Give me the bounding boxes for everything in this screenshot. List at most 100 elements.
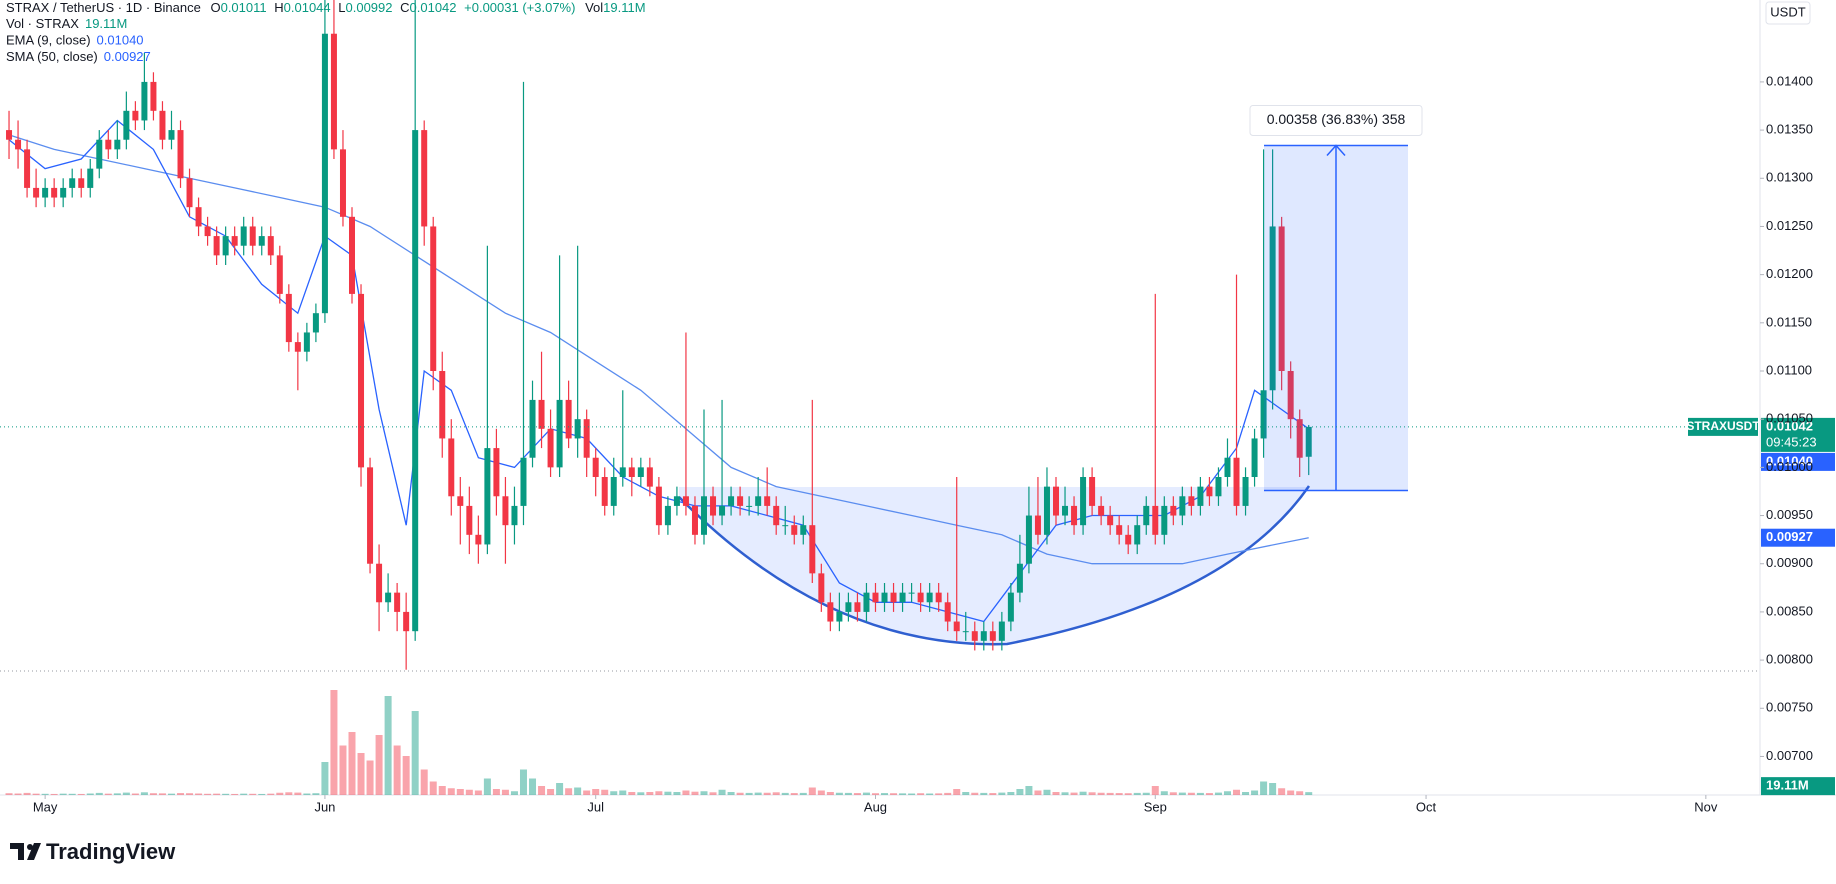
volume-bar xyxy=(420,769,428,795)
candle-body xyxy=(312,313,319,333)
volume-bar xyxy=(474,790,482,795)
candle-body xyxy=(186,178,193,208)
volume-bar xyxy=(1142,792,1150,795)
candle-body xyxy=(6,130,13,140)
volume-bar xyxy=(1025,786,1033,795)
candle-body xyxy=(755,496,762,506)
candle-body xyxy=(1215,477,1222,497)
volume-bar xyxy=(1115,793,1123,795)
candle-body xyxy=(222,236,229,256)
candle-body xyxy=(493,448,500,497)
volume-bar xyxy=(32,793,40,795)
candle-body xyxy=(258,236,265,246)
candle-body xyxy=(601,477,608,506)
candle-body xyxy=(908,592,915,594)
volume-bar xyxy=(862,792,870,795)
candle-body xyxy=(1134,525,1141,545)
volume-bar xyxy=(438,786,446,795)
candle-body xyxy=(1034,515,1041,535)
candle-body xyxy=(105,139,112,150)
volume-bar xyxy=(844,792,852,795)
ohlc-key: O xyxy=(210,0,220,15)
volume-bar xyxy=(790,793,798,795)
candle-body xyxy=(439,371,446,439)
volume-bar xyxy=(1061,792,1069,795)
volume-bar xyxy=(637,792,645,795)
volume-bar xyxy=(1251,790,1259,795)
candle-body xyxy=(87,168,94,188)
candle-body xyxy=(637,467,644,477)
x-tick-label: May xyxy=(33,799,58,814)
volume-bar xyxy=(59,793,67,795)
volume-bar xyxy=(1278,788,1286,795)
volume-bar xyxy=(736,792,744,795)
volume-bar xyxy=(258,793,266,795)
volume-bar xyxy=(167,793,175,795)
ohlc-key: C xyxy=(400,0,409,15)
candle-body xyxy=(1116,525,1123,535)
candle-body xyxy=(592,457,599,477)
cup-curve xyxy=(678,485,1311,646)
header: STRAX / TetherUS · 1D · Binance O0.01011… xyxy=(6,0,646,15)
volume-bar xyxy=(249,793,257,795)
volume-bar xyxy=(1169,792,1177,795)
volume-bar xyxy=(1070,792,1078,795)
candle-body xyxy=(1143,505,1150,526)
candle-body xyxy=(809,525,816,574)
volume-bar xyxy=(908,793,916,795)
candle-body xyxy=(150,81,157,111)
volume-bar xyxy=(610,791,618,795)
volume-bar xyxy=(456,789,464,795)
candle-body xyxy=(791,525,798,535)
last-price-tag-box xyxy=(1761,417,1835,452)
volume-bar xyxy=(1124,793,1132,795)
candle-body xyxy=(673,496,680,506)
volume-bar xyxy=(998,792,1006,795)
brand-icon xyxy=(10,843,41,860)
x-tick-label: Jun xyxy=(314,799,335,814)
volume-bar xyxy=(953,789,961,795)
volume-bar xyxy=(682,790,690,795)
volume-bar xyxy=(276,792,284,795)
countdown: 09:45:23 xyxy=(1766,434,1817,449)
volume-bar xyxy=(14,793,22,795)
volume-bar xyxy=(1052,792,1060,795)
candle-body xyxy=(321,33,328,314)
legend-name: Vol · STRAX xyxy=(6,16,79,31)
candle-body xyxy=(1260,390,1267,439)
volume-bar xyxy=(1007,792,1015,795)
volume-bar xyxy=(1296,791,1304,795)
candle-body xyxy=(556,399,563,468)
volume-bar xyxy=(465,789,473,795)
volume-bar xyxy=(980,792,988,795)
volume-bar xyxy=(186,793,194,795)
ohlc-value: 0.01042 xyxy=(410,0,457,15)
candle-body xyxy=(195,207,202,227)
volume-bar xyxy=(592,789,600,795)
volume-bar xyxy=(339,745,347,795)
ohlc-value: 0.01044 xyxy=(284,0,331,15)
candle-body xyxy=(1161,505,1168,535)
brand-icon-dot xyxy=(27,844,33,850)
volume-bar xyxy=(1196,792,1204,795)
volume-bar xyxy=(1097,792,1105,795)
x-tick-label: Oct xyxy=(1416,799,1437,814)
volume-bar xyxy=(321,762,329,795)
volume-bar xyxy=(158,793,166,795)
volume-bar xyxy=(808,787,816,795)
candle-body xyxy=(619,467,626,477)
legend-entry: Vol · STRAX 19.11M xyxy=(6,16,127,31)
legend-value: 0.01040 xyxy=(97,33,144,48)
volume-bar xyxy=(294,792,302,795)
currency-box xyxy=(1765,1,1811,25)
volume-bar xyxy=(817,790,825,795)
y-tick-label: 0.01150 xyxy=(1766,314,1812,329)
candle-body xyxy=(96,139,103,169)
volume-bar xyxy=(285,792,293,795)
volume-bar xyxy=(231,793,239,795)
y-tick-label: 0.00900 xyxy=(1766,555,1813,570)
measure-label-box xyxy=(1249,105,1423,137)
volume-bar xyxy=(1260,781,1268,795)
volume-bar xyxy=(772,792,780,795)
volume-bar xyxy=(213,793,221,795)
